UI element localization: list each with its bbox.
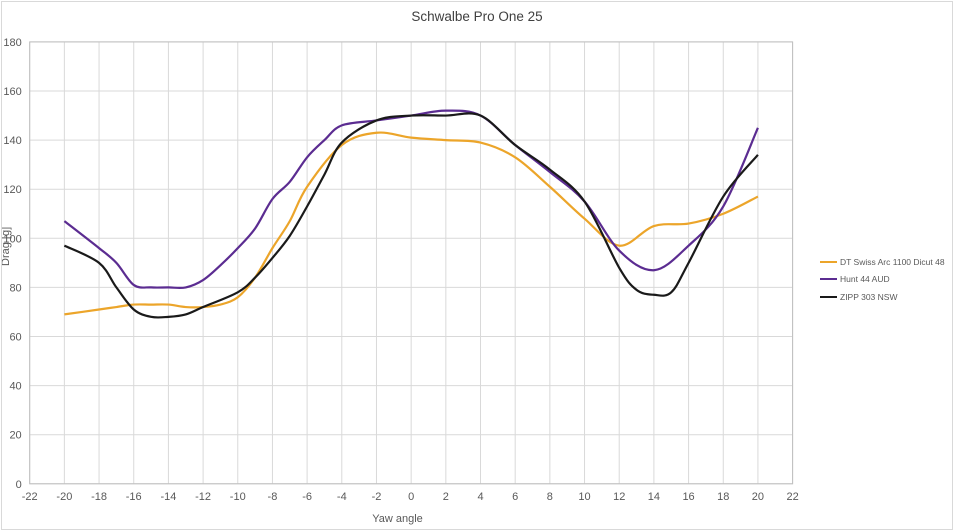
svg-text:-4: -4 xyxy=(337,491,347,503)
svg-text:0: 0 xyxy=(16,479,22,491)
svg-text:6: 6 xyxy=(512,491,518,503)
svg-text:140: 140 xyxy=(3,135,21,147)
svg-text:-20: -20 xyxy=(56,491,72,503)
svg-text:0: 0 xyxy=(408,491,414,503)
svg-text:12: 12 xyxy=(613,491,625,503)
svg-text:20: 20 xyxy=(752,491,764,503)
svg-text:20: 20 xyxy=(9,430,21,442)
svg-text:-14: -14 xyxy=(160,491,176,503)
svg-text:-18: -18 xyxy=(91,491,107,503)
svg-text:2: 2 xyxy=(443,491,449,503)
svg-text:18: 18 xyxy=(717,491,729,503)
svg-text:160: 160 xyxy=(3,86,21,98)
svg-text:-6: -6 xyxy=(302,491,312,503)
svg-text:40: 40 xyxy=(9,381,21,393)
svg-text:-16: -16 xyxy=(126,491,142,503)
svg-text:4: 4 xyxy=(477,491,483,503)
svg-text:-10: -10 xyxy=(230,491,246,503)
svg-text:-12: -12 xyxy=(195,491,211,503)
svg-text:-22: -22 xyxy=(22,491,38,503)
svg-text:180: 180 xyxy=(3,37,21,49)
svg-text:8: 8 xyxy=(547,491,553,503)
svg-text:-8: -8 xyxy=(268,491,278,503)
svg-text:14: 14 xyxy=(648,491,660,503)
svg-text:60: 60 xyxy=(9,332,21,344)
svg-text:80: 80 xyxy=(9,282,21,294)
svg-text:22: 22 xyxy=(786,491,798,503)
svg-text:10: 10 xyxy=(578,491,590,503)
svg-text:16: 16 xyxy=(682,491,694,503)
svg-text:120: 120 xyxy=(3,184,21,196)
svg-text:-2: -2 xyxy=(372,491,382,503)
